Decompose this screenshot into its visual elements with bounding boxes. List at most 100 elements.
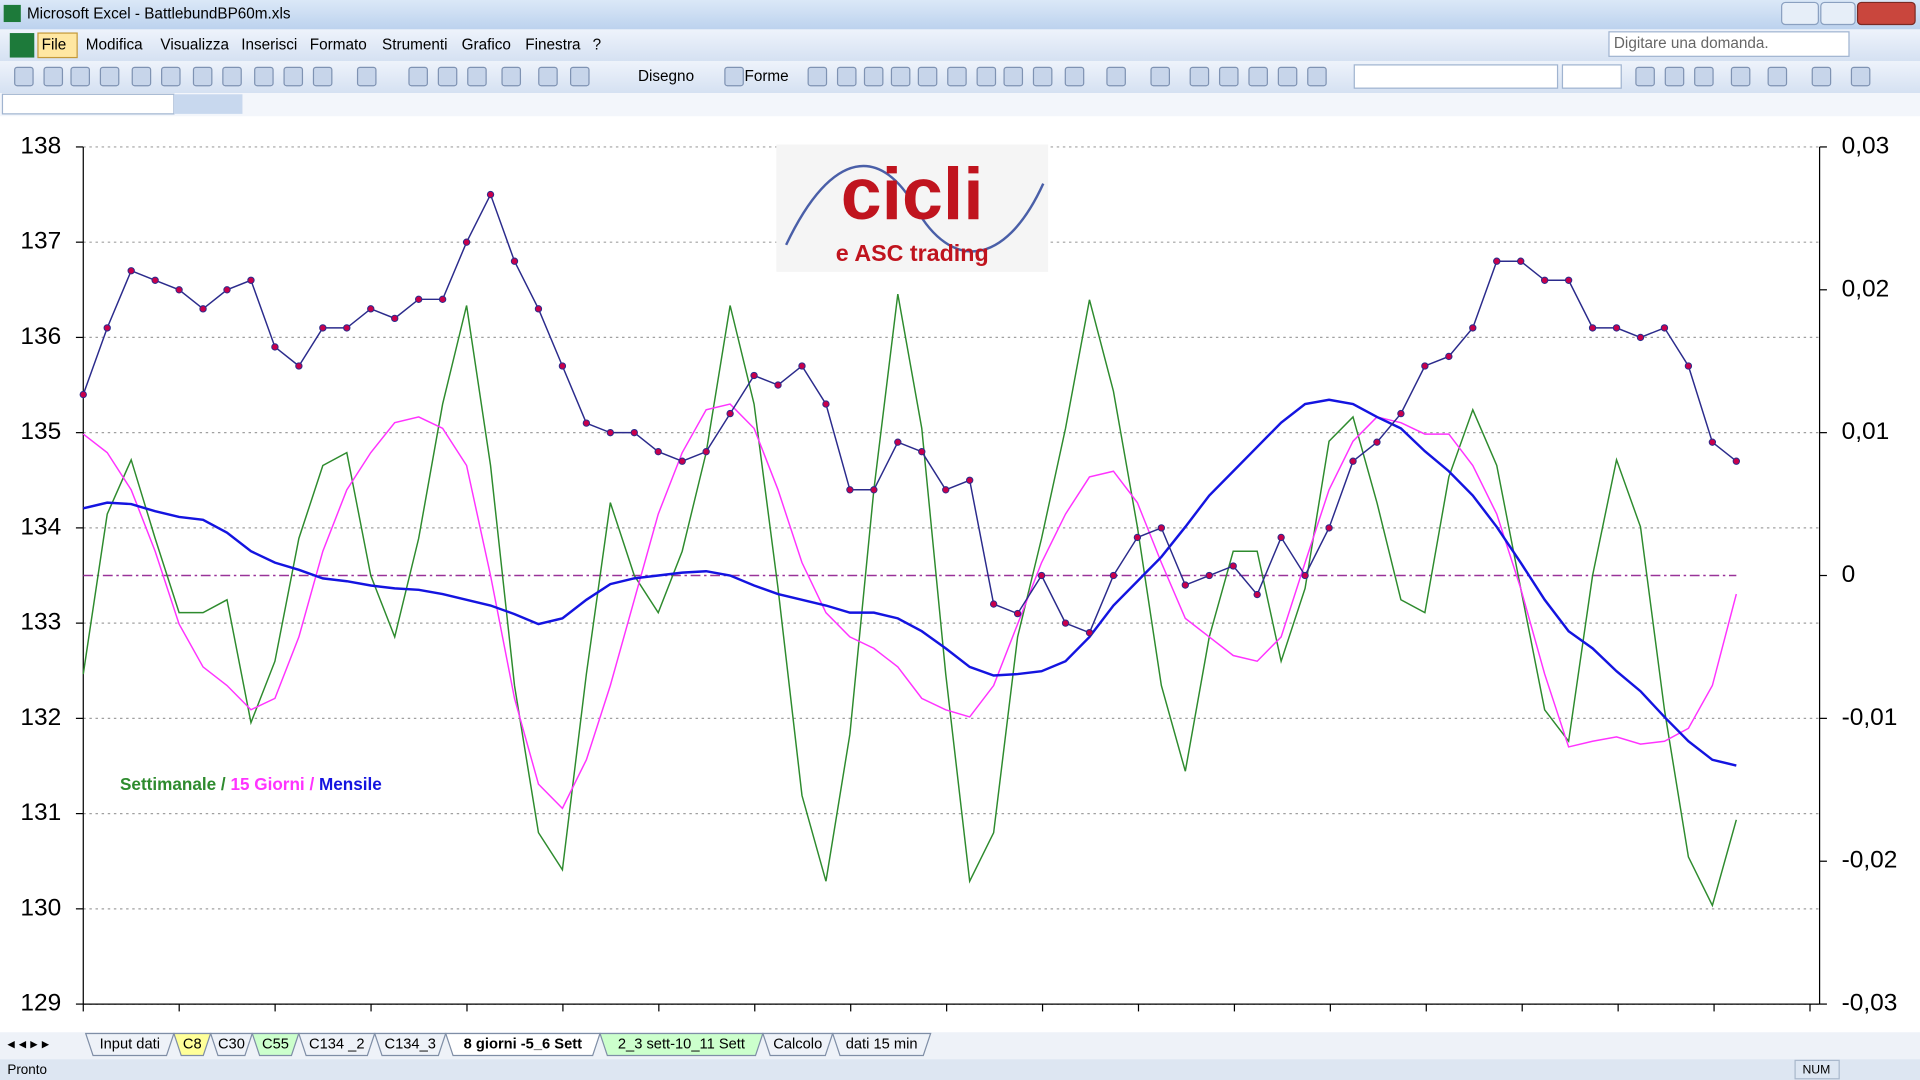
close-button[interactable] xyxy=(1856,1,1916,26)
toolbar-button[interactable] xyxy=(356,66,377,87)
menu-item[interactable]: Inserisci xyxy=(241,36,297,53)
toolbar-button[interactable] xyxy=(1248,66,1268,87)
toolbar-button[interactable] xyxy=(467,66,487,87)
sheet-tab-label[interactable]: C30 xyxy=(218,1036,245,1052)
y2-tick-label: -0,01 xyxy=(1842,704,1898,731)
toolbar-button[interactable] xyxy=(437,66,458,87)
menu-item[interactable]: ? xyxy=(593,36,602,53)
toolbar-button[interactable] xyxy=(254,66,274,87)
menu-item[interactable]: Visualizza xyxy=(160,36,229,53)
toolbar-button[interactable] xyxy=(863,66,884,87)
toolbar-button[interactable] xyxy=(1635,66,1655,87)
toolbar-button[interactable] xyxy=(1664,66,1685,87)
file-menu-highlight xyxy=(37,32,78,59)
sheet-tab[interactable] xyxy=(297,1032,376,1057)
toolbar-button[interactable] xyxy=(976,66,997,87)
y2-tick-label: -0,02 xyxy=(1842,847,1898,874)
drawing-menu[interactable]: Disegno xyxy=(638,68,694,85)
toolbar-button[interactable] xyxy=(1032,66,1053,87)
menu-item[interactable]: File xyxy=(42,36,67,53)
data-point xyxy=(1397,409,1405,418)
toolbar-button[interactable] xyxy=(161,66,181,87)
size-box[interactable] xyxy=(1561,64,1622,89)
sheet-tab[interactable] xyxy=(251,1032,300,1057)
data-point xyxy=(1564,276,1573,284)
toolbar-button[interactable] xyxy=(1307,66,1327,87)
toolbar-button[interactable] xyxy=(890,66,911,87)
sheet-tab-label[interactable]: dati 15 min xyxy=(846,1036,918,1052)
sheet-tab[interactable] xyxy=(84,1032,175,1057)
toolbar-button[interactable] xyxy=(283,66,304,87)
toolbar-button[interactable] xyxy=(836,66,857,87)
toolbar-button[interactable] xyxy=(538,66,558,87)
sheet-tab[interactable] xyxy=(373,1032,447,1057)
toolbar-button[interactable] xyxy=(408,66,428,87)
data-point xyxy=(1445,352,1453,361)
menu-item[interactable]: Modifica xyxy=(86,36,143,53)
toolbar-button[interactable] xyxy=(501,66,522,87)
data-point xyxy=(1636,333,1645,342)
toolbar-button[interactable] xyxy=(1730,66,1751,87)
sheet-tab[interactable] xyxy=(444,1032,601,1057)
font-box[interactable] xyxy=(1353,64,1559,89)
name-box[interactable] xyxy=(1,93,175,115)
data-point xyxy=(319,324,327,332)
toolbar-button[interactable] xyxy=(1064,66,1085,87)
toolbar-button[interactable] xyxy=(917,66,938,87)
toolbar-button[interactable] xyxy=(312,66,333,87)
sheet-tab-label[interactable]: C55 xyxy=(262,1036,289,1052)
toolbar-button[interactable] xyxy=(724,66,744,87)
legend-entry: Mensile xyxy=(319,773,382,793)
menu-item[interactable]: Grafico xyxy=(462,36,511,53)
help-box[interactable] xyxy=(1608,31,1850,57)
toolbar-button[interactable] xyxy=(1694,66,1714,87)
sheet-tab-label[interactable]: 2_3 sett-10_11 Sett xyxy=(618,1036,745,1052)
sheet-tab-label[interactable]: C134_3 xyxy=(384,1036,435,1052)
data-point xyxy=(1588,324,1597,332)
sheet-tab[interactable] xyxy=(762,1032,834,1057)
sheet-tab[interactable] xyxy=(831,1032,932,1057)
toolbar-button[interactable] xyxy=(1189,66,1210,87)
toolbar-button[interactable] xyxy=(1767,66,1788,87)
sheet-tab-label[interactable]: C8 xyxy=(183,1036,202,1052)
sheet-tab-label[interactable]: 8 giorni -5_6 Sett xyxy=(464,1036,582,1052)
toolbar-button[interactable] xyxy=(1003,66,1024,87)
toolbar-button[interactable] xyxy=(1850,66,1871,87)
toolbar-button[interactable] xyxy=(99,66,120,87)
sheet-tab-label[interactable]: Input dati xyxy=(100,1036,160,1052)
toolbar-button[interactable] xyxy=(807,66,828,87)
data-point xyxy=(271,343,279,351)
toolbar-button[interactable] xyxy=(14,66,34,87)
toolbar-button[interactable] xyxy=(70,66,90,87)
data-point xyxy=(295,362,303,370)
sheet-tab[interactable] xyxy=(209,1032,254,1057)
toolbar-button[interactable] xyxy=(192,66,213,87)
legend-separator: / xyxy=(221,773,226,793)
formula-button[interactable] xyxy=(173,94,243,114)
minimize-button[interactable] xyxy=(1781,1,1819,26)
restore-button[interactable] xyxy=(1820,1,1856,26)
menu-item[interactable]: Finestra xyxy=(525,36,581,53)
toolbar-button[interactable] xyxy=(43,66,64,87)
y-tick-label: 130 xyxy=(20,894,61,921)
data-point xyxy=(1085,628,1094,637)
sheet-tab-label[interactable]: C134 _2 xyxy=(309,1036,365,1052)
toolbar-button[interactable] xyxy=(1106,66,1126,87)
toolbar-button[interactable] xyxy=(1150,66,1170,87)
data-point xyxy=(894,438,902,446)
menu-item[interactable]: Strumenti xyxy=(382,36,447,53)
tab-scroll[interactable]: ◂ ◂ ▸ ▸ xyxy=(7,1036,49,1052)
sheet-tab[interactable] xyxy=(599,1032,764,1057)
toolbar-button[interactable] xyxy=(570,66,590,87)
toolbar-button[interactable] xyxy=(131,66,152,87)
toolbar-button[interactable] xyxy=(1811,66,1832,87)
sheet-tab-label[interactable]: Calcolo xyxy=(773,1036,822,1052)
toolbar-button[interactable] xyxy=(947,66,967,87)
toolbar-button[interactable] xyxy=(1277,66,1298,87)
data-point xyxy=(199,305,207,313)
shapes-menu[interactable]: Forme xyxy=(744,68,788,85)
sheet-tab[interactable] xyxy=(173,1032,212,1057)
menu-item[interactable]: Formato xyxy=(310,36,367,53)
toolbar-button[interactable] xyxy=(1218,66,1239,87)
toolbar-button[interactable] xyxy=(222,66,242,87)
